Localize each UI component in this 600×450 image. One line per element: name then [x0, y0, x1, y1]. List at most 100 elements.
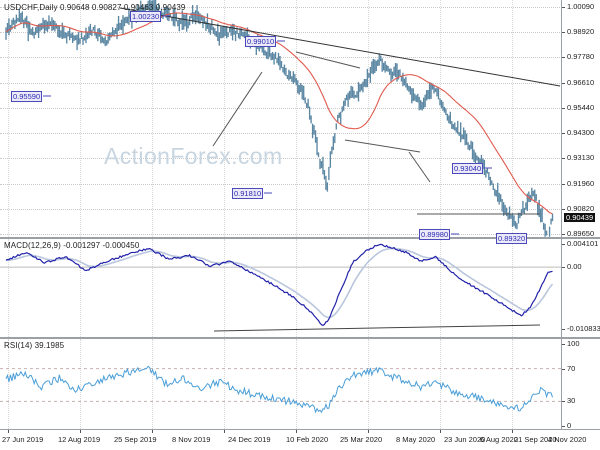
rsi-panel[interactable]: 100 70 30 0: [0, 338, 600, 430]
price-axis-tick: [562, 57, 565, 59]
price-downtrend-line: [119, 7, 561, 87]
time-axis-label: 24 Dec 2019: [228, 435, 271, 444]
price-plot-area[interactable]: [0, 0, 562, 237]
macd-header-label: MACD(12,26,9) -0.001297 -0.000450: [4, 241, 140, 250]
time-axis: 27 Jun 2019 12 Aug 2019 25 Sep 2019 8 Nov 2…: [0, 430, 600, 450]
price-annotation-label[interactable]: 0.95590: [11, 91, 43, 102]
price-ascending-line-2: [295, 51, 361, 69]
rsi-axis-tick: [562, 344, 565, 345]
price-annotation-label[interactable]: 0.91810: [232, 188, 264, 199]
price-axis-tick: [562, 108, 565, 110]
macd-line: [5, 243, 553, 327]
rsi-vertical-gridline: [8, 339, 10, 429]
macd-axis-label: 0.00: [567, 262, 582, 272]
macd-panel[interactable]: 0.004101 0.00 -0.010833: [0, 238, 600, 338]
rsi-plot-area[interactable]: [0, 339, 562, 429]
macd-axis-tick: [562, 329, 565, 331]
time-axis-label: 4 Nov 2020: [548, 435, 587, 444]
price-axis-label: 1.00090: [567, 1, 595, 11]
macd-signal-line: [5, 247, 554, 319]
rsi-line: [5, 365, 553, 414]
price-vertical-gridline: [368, 0, 370, 237]
macd-vertical-gridline: [296, 239, 298, 337]
time-axis-label: 25 Sep 2019: [114, 435, 157, 444]
price-axis-label: 0.95440: [567, 103, 595, 113]
time-axis-label: 23 Jun 2020: [444, 435, 486, 444]
price-annotation-label[interactable]: 0.89980: [419, 229, 451, 240]
time-axis-tick: [8, 430, 9, 433]
rsi-axis-label: 30: [567, 396, 576, 406]
time-axis-label: 8 Nov 2019: [172, 435, 211, 444]
price-gridline: [0, 108, 562, 110]
time-axis-label: 10 Feb 2020: [286, 435, 329, 444]
time-axis-label: 25 Mar 2020: [340, 435, 383, 444]
rsi-axis-label: 70: [567, 363, 576, 373]
time-axis-tick: [440, 430, 441, 433]
price-axis-label: 0.94300: [567, 127, 595, 137]
time-axis-label: 6 Aug 2020: [480, 435, 518, 444]
rsi-vertical-gridline: [224, 339, 226, 429]
macd-axis: 0.004101 0.00 -0.010833: [561, 239, 600, 337]
price-ascending-line-1: [212, 71, 263, 147]
price-axis: 1.00090 0.98920 0.97780 0.96610 0.95440 0.943…: [561, 0, 600, 239]
price-vertical-gridline: [512, 0, 514, 237]
price-gridline: [0, 183, 562, 186]
price-axis-label: 0.96610: [567, 77, 595, 87]
price-axis-label: 0.97780: [567, 52, 595, 62]
price-annotation-label[interactable]: 0.89320: [496, 233, 528, 244]
price-axis-tick: [562, 32, 565, 34]
time-axis-tick: [512, 430, 513, 433]
price-gridline: [0, 32, 562, 34]
price-axis-label: 0.93130: [567, 153, 595, 163]
time-axis-label: 21 Sep 2020: [514, 435, 557, 444]
macd-vertical-gridline: [8, 239, 10, 337]
rsi-vertical-gridline: [512, 339, 514, 429]
price-annotation-label[interactable]: 0.99010: [245, 36, 277, 47]
price-axis-label: 0.89650: [567, 229, 595, 239]
price-axis-tick: [562, 183, 565, 185]
macd-vertical-gridline: [512, 239, 514, 337]
rsi-header-label: RSI(14) 39.1985: [4, 341, 65, 350]
price-axis-tick: [562, 6, 565, 8]
macd-series-svg: [0, 243, 562, 332]
macd-axis-tick: [562, 243, 565, 245]
rsi-series-svg: [0, 365, 562, 414]
price-axis-label: 0.98920: [567, 27, 595, 37]
rsi-axis-tick: [562, 426, 565, 427]
price-annotation-label[interactable]: 0.93040: [452, 163, 484, 174]
macd-plot-area[interactable]: [0, 239, 562, 337]
price-support-line-1: [344, 139, 421, 153]
rsi-vertical-gridline: [152, 339, 154, 429]
price-moving-average: [5, 12, 553, 215]
time-axis-label: 12 Aug 2019: [58, 435, 101, 444]
rsi-axis-tick: [562, 368, 565, 370]
price-gridline: [0, 208, 562, 211]
rsi-axis-label: 100: [567, 339, 580, 348]
price-gridline: [0, 6, 562, 9]
price-gridline: [0, 132, 562, 135]
price-gridline: [0, 82, 562, 85]
price-vertical-gridline: [224, 0, 226, 237]
price-gridline: [0, 234, 562, 236]
rsi-axis-tick: [562, 401, 565, 403]
price-series-svg: [5, 0, 561, 237]
macd-trendline: [213, 324, 541, 332]
time-axis-tick: [296, 430, 297, 433]
price-gridline: [0, 158, 562, 160]
price-axis-label: 0.91960: [567, 178, 595, 188]
price-vertical-gridline: [152, 0, 154, 237]
rsi-vertical-gridline: [296, 339, 298, 429]
time-axis-tick: [368, 430, 369, 433]
time-axis-tick: [80, 430, 81, 433]
price-annotation-label[interactable]: 1.00230: [130, 11, 162, 22]
macd-axis-tick: [562, 267, 565, 269]
time-axis-label: 8 May 2020: [396, 435, 436, 444]
macd-axis-label: -0.010833: [567, 324, 600, 334]
price-axis-tick: [562, 132, 565, 134]
rsi-vertical-gridline: [80, 339, 82, 429]
price-vertical-gridline: [80, 0, 82, 237]
price-panel[interactable]: 1.00090 0.98920 0.97780 0.96610 0.95440 0.943…: [0, 0, 600, 244]
last-price-tag: 0.90439: [564, 213, 596, 223]
price-support-line-3: [408, 151, 431, 183]
